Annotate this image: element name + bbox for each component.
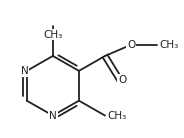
Text: O: O	[118, 75, 126, 85]
Text: CH₃: CH₃	[159, 40, 179, 50]
Text: O: O	[127, 40, 135, 50]
Text: N: N	[21, 66, 28, 76]
Text: N: N	[49, 111, 57, 121]
Text: CH₃: CH₃	[43, 30, 63, 40]
Text: CH₃: CH₃	[107, 111, 126, 121]
